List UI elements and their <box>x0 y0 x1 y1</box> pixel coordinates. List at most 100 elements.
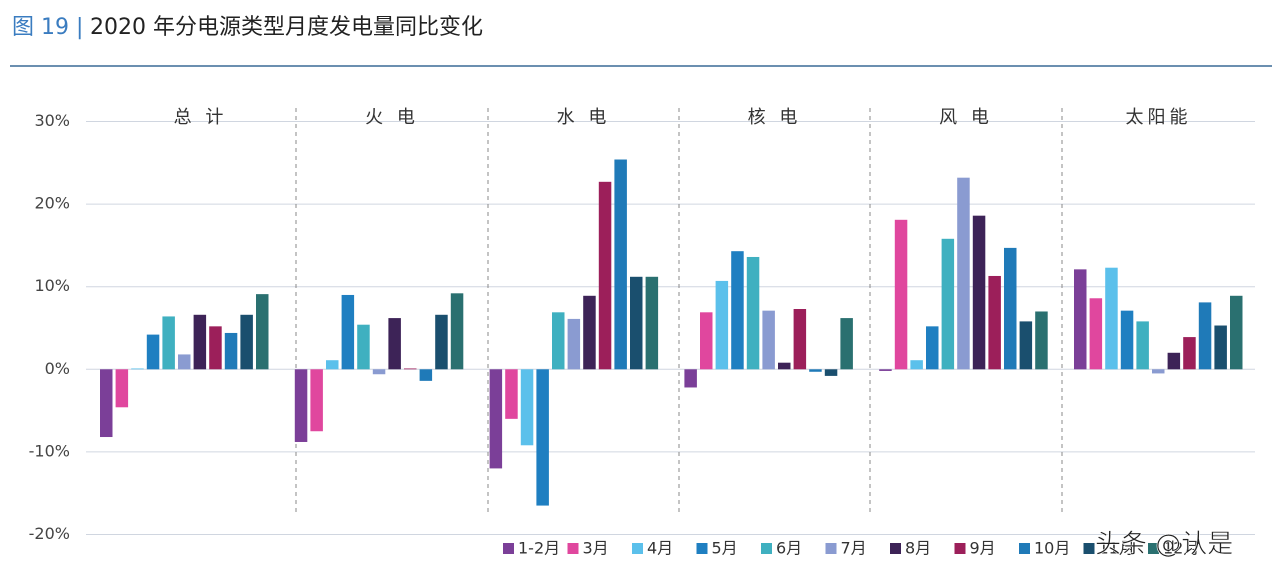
bar <box>762 310 775 370</box>
bar <box>310 369 323 432</box>
bar <box>972 215 986 370</box>
legend-swatch <box>1083 543 1095 554</box>
bar <box>988 275 1001 370</box>
bar <box>567 318 581 370</box>
bar <box>100 369 113 438</box>
category-label: 总 计 <box>174 107 228 128</box>
category-label: 风 电 <box>939 107 993 128</box>
legend-label: 11月 <box>1099 539 1135 558</box>
bar <box>1152 369 1165 374</box>
bar <box>178 354 191 370</box>
watermark: 头条 @认是 <box>1095 530 1233 560</box>
bar <box>224 332 238 370</box>
bar <box>357 324 370 370</box>
bar <box>614 159 627 370</box>
bar <box>1120 310 1134 370</box>
bar <box>193 314 207 370</box>
bar <box>419 369 433 381</box>
bar <box>372 369 386 375</box>
bar <box>450 293 464 370</box>
bar <box>630 276 643 370</box>
bar <box>1105 267 1118 370</box>
legend-swatch <box>954 543 966 554</box>
bar <box>957 177 970 370</box>
y-tick-label: 30% <box>34 111 70 130</box>
legend-swatch <box>761 543 772 554</box>
bar <box>115 369 129 408</box>
legend-swatch <box>632 543 643 554</box>
bar <box>894 219 908 370</box>
bar <box>840 318 853 370</box>
bar <box>131 368 144 370</box>
bar <box>1089 298 1103 370</box>
bar <box>793 309 807 370</box>
category-label: 水 电 <box>557 107 611 128</box>
bar <box>1035 311 1048 370</box>
bar <box>598 181 612 370</box>
bar <box>824 369 838 376</box>
bar <box>294 369 308 442</box>
y-tick-label: -20% <box>29 524 70 543</box>
y-tick-label: -10% <box>29 441 70 460</box>
bar <box>1183 337 1196 370</box>
legend-label: 9月 <box>970 539 996 558</box>
bar <box>1198 302 1212 370</box>
bar <box>536 369 549 506</box>
bar <box>746 256 760 370</box>
bar <box>209 326 222 370</box>
bar <box>162 316 175 370</box>
bar <box>700 312 713 370</box>
chart-title: 2020 年分电源类型月度发电量同比变化 <box>90 15 483 40</box>
legend-swatch <box>567 543 579 554</box>
legend-label: 1-2月 <box>518 539 560 558</box>
bar <box>256 294 269 370</box>
legend-swatch <box>503 543 514 554</box>
figure-label: 图 19 | <box>12 15 83 40</box>
legend-label: 10月 <box>1034 539 1070 558</box>
category-label: 火 电 <box>365 107 419 128</box>
bar <box>489 369 503 469</box>
bar <box>146 334 160 370</box>
bar <box>1019 321 1033 370</box>
bar <box>435 314 448 370</box>
legend-swatch <box>1019 543 1030 554</box>
bar <box>1214 325 1227 370</box>
bar <box>1167 352 1181 370</box>
bar <box>1004 247 1017 370</box>
bar <box>731 251 744 370</box>
legend-swatch <box>696 543 708 554</box>
bar <box>520 369 534 446</box>
y-tick-label: 10% <box>34 276 70 295</box>
bar <box>388 318 401 370</box>
legend-label: 4月 <box>647 539 673 558</box>
legend-label: 6月 <box>776 539 802 558</box>
bar <box>341 294 355 370</box>
bar <box>778 362 791 370</box>
category-label: 太阳能 <box>1126 107 1192 128</box>
bar <box>910 360 923 370</box>
bar <box>583 295 596 370</box>
legend-label: 7月 <box>841 539 867 558</box>
bar <box>505 369 518 419</box>
bar <box>809 369 822 372</box>
legend-swatch <box>1148 543 1159 554</box>
bar <box>1136 321 1149 370</box>
bar <box>240 314 253 370</box>
legend-label: 5月 <box>712 539 738 558</box>
bar <box>645 276 659 370</box>
bar <box>404 368 417 370</box>
bar <box>879 369 892 371</box>
legend-swatch <box>825 543 837 554</box>
legend-label: 12月 <box>1163 539 1199 558</box>
legend-swatch <box>890 543 901 554</box>
bar <box>1230 295 1243 370</box>
legend-label: 3月 <box>583 539 609 558</box>
bar <box>552 312 565 370</box>
category-label: 核 电 <box>748 107 802 128</box>
bar <box>715 280 729 370</box>
legend-label: 8月 <box>905 539 931 558</box>
bar <box>684 369 697 388</box>
bar <box>1074 269 1087 370</box>
bar <box>326 360 339 370</box>
